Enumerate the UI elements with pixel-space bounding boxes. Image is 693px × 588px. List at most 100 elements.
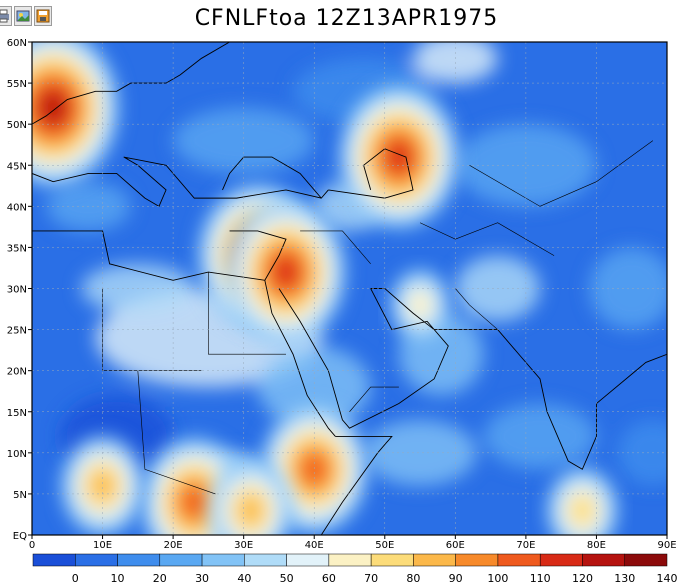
country-border — [208, 272, 286, 355]
hotspot — [338, 85, 459, 230]
field-patch — [483, 403, 597, 470]
lon-tick-label: 70E — [516, 540, 535, 551]
lat-tick-label: 55N — [7, 79, 27, 90]
colorbar: 0 10 20 30 40 50 60 70 80 90 100 110 120 130 140 — [32, 553, 678, 585]
lon-tick-label: 60E — [446, 540, 465, 551]
lat-tick-label: 50N — [7, 120, 27, 131]
country-border — [137, 370, 216, 495]
lon-tick-label: 10E — [93, 540, 112, 551]
hotspot-level — [570, 495, 595, 525]
colorbar-label: 50 — [280, 572, 294, 585]
lat-tick-label: 25N — [7, 326, 27, 337]
lat-tick-label: 35N — [7, 243, 27, 254]
coastline — [32, 42, 230, 125]
map-title: CFNLFtoa 12Z13APR1975 — [194, 6, 499, 31]
graticule — [32, 42, 667, 535]
hotspot — [60, 435, 145, 535]
hotspot-level — [182, 487, 207, 517]
lat-axis: 60N 55N 50N 45N 40N 35N 30N 25N 20N 15N 10N 5N EQ — [7, 38, 32, 542]
save-icon — [36, 9, 50, 23]
colorbar-label: 40 — [237, 572, 251, 585]
lon-tick-label: 0 — [29, 540, 35, 551]
field-texture — [46, 42, 667, 519]
hotspot — [32, 42, 120, 187]
lon-tick-label: 80E — [587, 540, 606, 551]
colorbar-label: 0 — [72, 572, 79, 585]
hotspot-level — [386, 142, 411, 172]
colorbar-label: 130 — [614, 572, 635, 585]
coastline — [278, 288, 449, 429]
lon-tick-label: 40E — [305, 540, 324, 551]
colorbar-label: 80 — [406, 572, 420, 585]
field-patch — [455, 124, 597, 207]
colorbar-label: 70 — [364, 572, 378, 585]
lat-tick-label: 30N — [7, 285, 27, 296]
colorbar-label: 100 — [487, 572, 508, 585]
hotspot-level — [274, 257, 298, 287]
colorbar-swatch — [497, 553, 541, 567]
toolbar — [0, 4, 60, 32]
colorbar-swatch — [244, 553, 287, 567]
colorbar-label: 90 — [449, 572, 463, 585]
hotspot-level — [41, 93, 66, 123]
coastline — [32, 230, 287, 281]
hotspot — [546, 467, 619, 535]
lat-tick-label: 45N — [7, 161, 27, 172]
lat-tick-label: EQ — [13, 531, 27, 542]
field-shading — [32, 42, 667, 535]
lon-axis: 0 10E 20E 30E 40E 50E 60E 70E 80E 90E — [29, 535, 677, 551]
hotspot-level — [238, 495, 263, 525]
hotspot-level — [90, 471, 115, 501]
colorbar-swatch — [201, 553, 245, 567]
hotspot — [390, 268, 451, 341]
lon-tick-label: 90E — [657, 540, 676, 551]
save-button[interactable] — [34, 6, 52, 26]
lat-tick-label: 15N — [7, 408, 27, 419]
country-border — [455, 288, 498, 330]
coastline — [264, 280, 336, 437]
lat-tick-label: 40N — [7, 202, 27, 213]
print-button[interactable] — [0, 6, 12, 26]
print-icon — [0, 9, 9, 23]
colorbar-swatch — [582, 553, 625, 567]
colorbar-swatch — [286, 553, 330, 567]
colorbar-swatch — [75, 553, 118, 567]
colorbar-label: 120 — [572, 572, 593, 585]
lon-tick-label: 30E — [234, 540, 253, 551]
colorbar-label: 110 — [530, 572, 551, 585]
hotspot-level — [408, 290, 433, 320]
coastline — [222, 156, 245, 191]
country-border — [469, 140, 654, 207]
lat-tick-label: 5N — [13, 490, 27, 501]
country-border — [419, 222, 555, 256]
colorbar-swatch — [117, 553, 161, 567]
export-image-button[interactable] — [14, 6, 32, 26]
coastline — [243, 156, 322, 199]
lat-tick-label: 10N — [7, 449, 27, 460]
colorbar-swatch — [32, 553, 76, 567]
colorbar-swatch — [370, 553, 414, 567]
lon-tick-label: 20E — [164, 540, 183, 551]
colorbar-swatch — [624, 553, 668, 567]
lat-tick-label: 60N — [7, 38, 27, 49]
lat-tick-label: 20N — [7, 367, 27, 378]
export-image-icon — [16, 10, 30, 22]
lon-tick-label: 50E — [375, 540, 394, 551]
hotspot — [208, 459, 293, 535]
colorbar-swatch — [455, 553, 499, 567]
colorbar-swatch — [413, 553, 456, 567]
country-border — [349, 386, 399, 412]
hotspot-level — [302, 454, 327, 484]
colorbar-swatch — [539, 553, 583, 567]
colorbar-label: 20 — [153, 572, 167, 585]
colorbar-label: 10 — [111, 572, 125, 585]
hotspot — [226, 200, 346, 345]
colorbar-swatch — [328, 553, 372, 567]
colorbar-label: 60 — [322, 572, 336, 585]
colorbar-label: 140 — [657, 572, 678, 585]
coastline — [370, 288, 667, 470]
country-border — [300, 230, 371, 265]
colorbar-label: 30 — [195, 572, 209, 585]
field-patch — [363, 419, 477, 486]
